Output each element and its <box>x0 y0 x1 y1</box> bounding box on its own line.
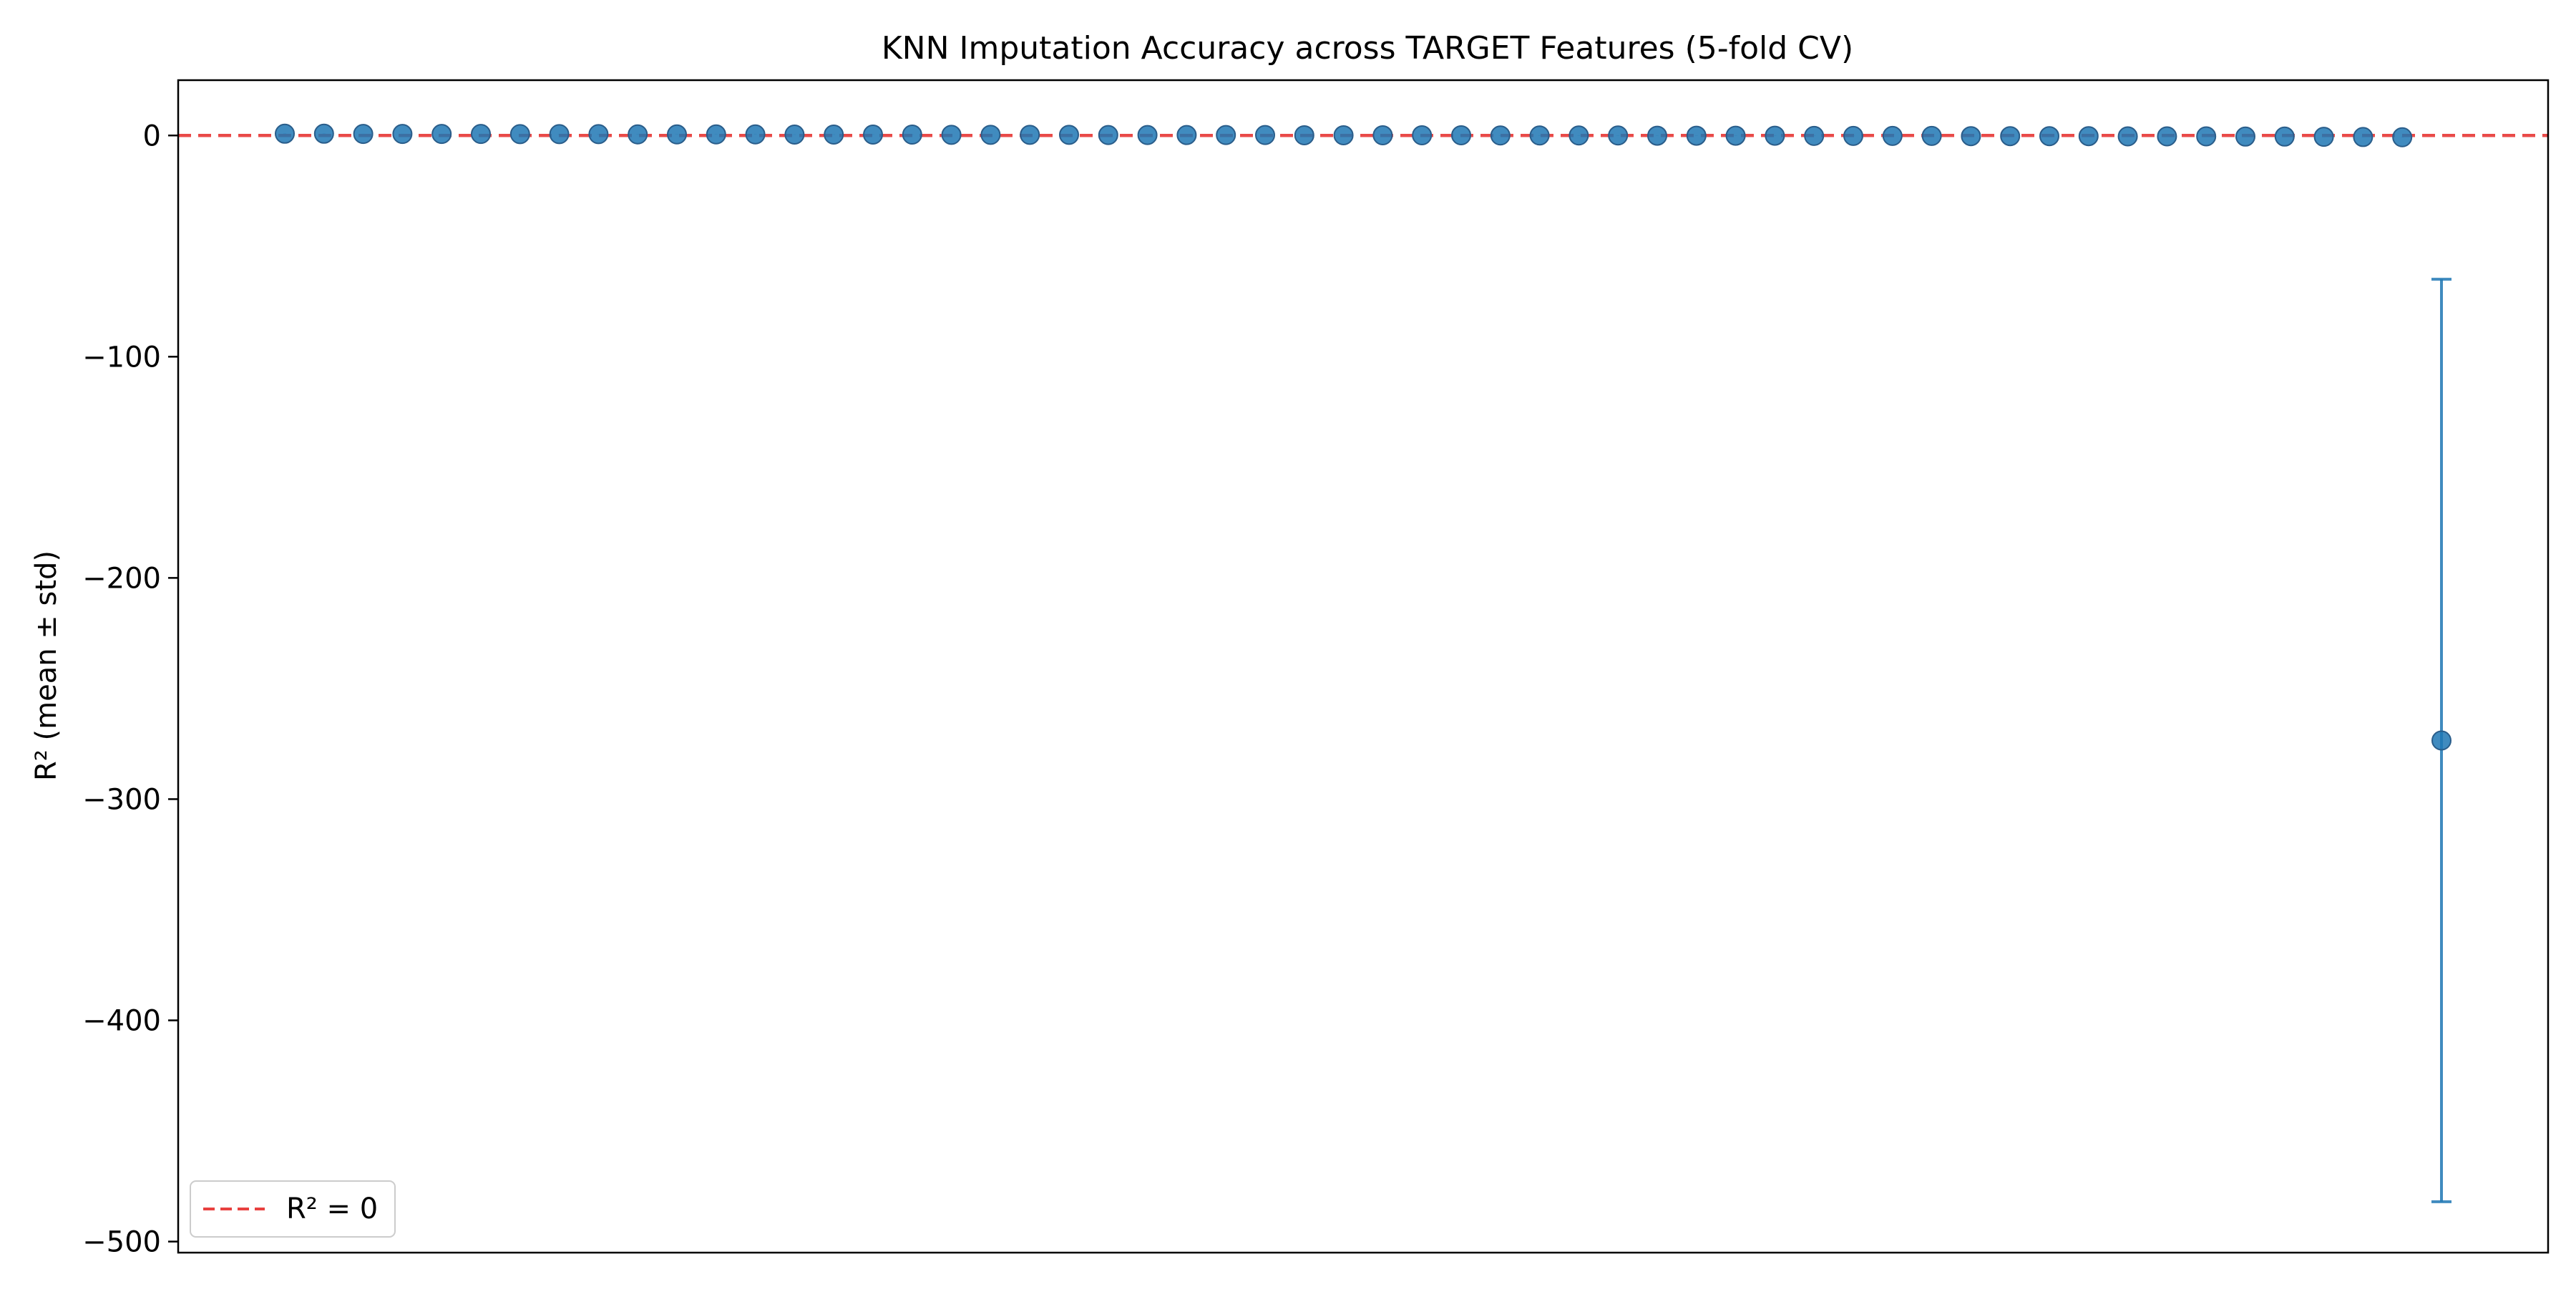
data-point <box>784 125 805 145</box>
data-point <box>549 124 570 145</box>
y-tick-label: −300 <box>82 783 161 816</box>
data-point <box>1608 125 1629 146</box>
data-point <box>509 124 530 145</box>
legend-box <box>190 1180 396 1238</box>
legend-label: R² = 0 <box>286 1193 378 1225</box>
data-point <box>1294 125 1314 145</box>
data-point <box>980 125 1001 145</box>
data-point <box>2392 127 2413 147</box>
data-point <box>1216 125 1236 145</box>
data-point <box>824 125 844 145</box>
data-point <box>902 125 922 145</box>
data-point <box>1451 125 1471 145</box>
data-point <box>1255 125 1275 145</box>
y-tick-label: −400 <box>82 1004 161 1037</box>
chart-title: KNN Imputation Accuracy across TARGET Fe… <box>882 30 1853 67</box>
data-point <box>628 124 648 145</box>
data-point <box>745 124 766 145</box>
data-point <box>392 124 413 145</box>
data-point <box>1568 125 1589 146</box>
data-point <box>667 124 687 145</box>
y-tick-label: −200 <box>82 562 161 595</box>
data-point <box>1882 125 1903 146</box>
data-point <box>2274 126 2295 147</box>
data-point <box>275 123 295 144</box>
data-point <box>1686 125 1707 146</box>
plot-area <box>178 123 2548 1203</box>
y-tick-label: −500 <box>82 1226 161 1259</box>
plot-frame <box>177 79 2550 1254</box>
y-tick-label: −100 <box>82 341 161 374</box>
data-point <box>353 124 374 145</box>
data-point <box>1529 125 1550 146</box>
data-point <box>2117 126 2138 147</box>
data-point <box>1765 125 1785 146</box>
data-point <box>2313 127 2334 147</box>
data-point <box>1020 125 1040 145</box>
data-point <box>2157 126 2177 147</box>
data-point <box>1372 125 1393 145</box>
data-point <box>1137 125 1158 145</box>
data-point <box>706 124 726 145</box>
data-point <box>2235 126 2255 147</box>
data-point <box>1176 125 1197 145</box>
data-point <box>2353 127 2373 147</box>
data-point <box>588 124 609 145</box>
y-axis-label: R² (mean ± std) <box>30 550 63 781</box>
data-point <box>1843 125 1863 146</box>
data-point <box>313 123 334 144</box>
data-point <box>1333 125 1354 145</box>
y-tick-label: 0 <box>143 120 161 152</box>
data-point <box>2039 126 2059 147</box>
data-point <box>1490 125 1511 146</box>
data-point <box>2000 126 2021 147</box>
data-point <box>1647 125 1667 146</box>
data-point <box>2078 126 2099 147</box>
data-point <box>863 125 883 145</box>
data-point <box>431 124 452 145</box>
data-point <box>941 125 962 145</box>
data-point <box>1098 125 1118 145</box>
data-point <box>1412 125 1433 145</box>
legend: R² = 0 <box>190 1180 396 1238</box>
data-point <box>1921 125 1942 146</box>
data-point <box>2431 730 2451 751</box>
data-point <box>1059 125 1079 145</box>
data-point <box>2196 126 2217 147</box>
data-point <box>471 124 491 145</box>
data-point <box>1725 125 1746 146</box>
data-point <box>1961 126 1981 147</box>
data-point <box>1804 125 1825 146</box>
